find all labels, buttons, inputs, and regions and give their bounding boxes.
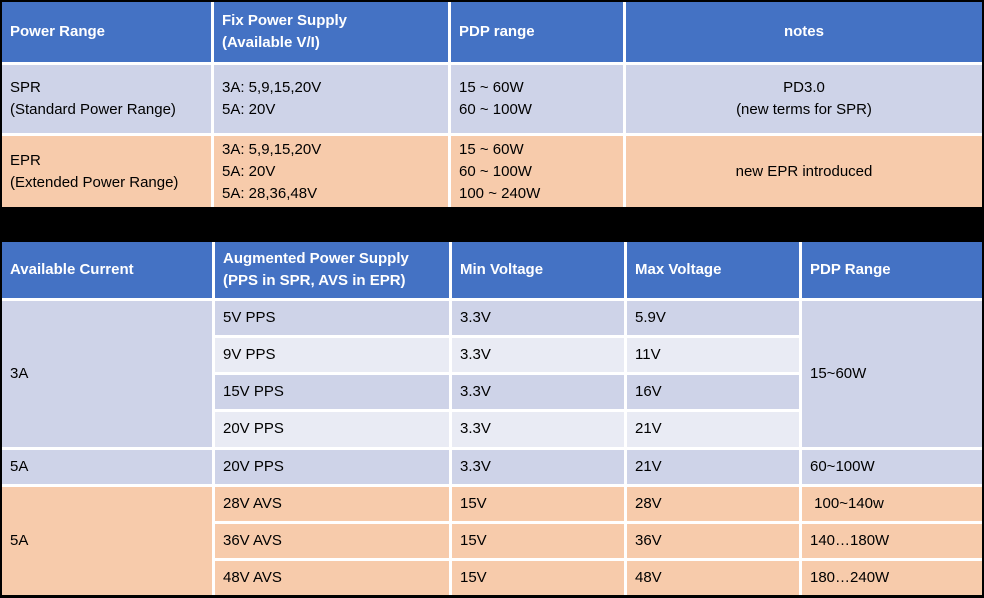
t1-cell-epr-name: EPR (Extended Power Range) bbox=[2, 136, 211, 207]
t2-cell-max-9v: 11V bbox=[627, 338, 799, 373]
t2-cell-max-48v: 48V bbox=[627, 560, 799, 595]
t2-cell-min-36v: 15V bbox=[452, 523, 624, 558]
t2-cell-pdp-15-60w: 15~60W bbox=[802, 301, 982, 447]
t1-cell-spr-supply: 3A: 5,9,15,20V 5A: 20V bbox=[214, 65, 448, 133]
t1-header-power-range: Power Range bbox=[2, 2, 211, 62]
t1-header-notes: notes bbox=[626, 2, 982, 62]
t2-cell-max-5v: 5.9V bbox=[627, 301, 799, 336]
t2-cell-supply-20v-pps-3a: 20V PPS bbox=[215, 412, 449, 447]
t2-cell-current-5a-epr: 5A bbox=[2, 486, 212, 595]
t2-cell-min-5v: 3.3V bbox=[452, 301, 624, 336]
t2-cell-current-3a: 3A bbox=[2, 301, 212, 447]
t2-cell-supply-20v-pps-5a: 20V PPS bbox=[215, 449, 449, 484]
t1-cell-spr-pdp: 15 ~ 60W 60 ~ 100W bbox=[451, 65, 623, 133]
t2-cell-supply-28v-avs: 28V AVS bbox=[215, 486, 449, 521]
t2-cell-min-20v-3a: 3.3V bbox=[452, 412, 624, 447]
t2-cell-max-28v: 28V bbox=[627, 486, 799, 521]
t2-header-augmented-power-supply: Augmented Power Supply (PPS in SPR, AVS … bbox=[215, 242, 449, 298]
t2-cell-supply-9v-pps: 9V PPS bbox=[215, 338, 449, 373]
t1-cell-epr-notes: new EPR introduced bbox=[626, 136, 982, 207]
t2-cell-supply-36v-avs: 36V AVS bbox=[215, 523, 449, 558]
t2-cell-max-15v: 16V bbox=[627, 375, 799, 410]
t2-cell-current-5a-spr: 5A bbox=[2, 449, 212, 484]
t2-cell-supply-48v-avs: 48V AVS bbox=[215, 560, 449, 595]
t2-cell-min-28v: 15V bbox=[452, 486, 624, 521]
t2-cell-supply-15v-pps: 15V PPS bbox=[215, 375, 449, 410]
t2-cell-min-9v: 3.3V bbox=[452, 338, 624, 373]
t2-cell-max-36v: 36V bbox=[627, 523, 799, 558]
t1-cell-spr-name: SPR (Standard Power Range) bbox=[2, 65, 211, 133]
t1-cell-epr-supply: 3A: 5,9,15,20V 5A: 20V 5A: 28,36,48V bbox=[214, 136, 448, 207]
separator-band bbox=[0, 207, 984, 242]
t2-cell-min-15v: 3.3V bbox=[452, 375, 624, 410]
t1-header-fix-power-supply: Fix Power Supply (Available V/I) bbox=[214, 2, 448, 62]
power-range-table: Power Range Fix Power Supply (Available … bbox=[2, 2, 982, 207]
t2-header-pdp-range: PDP Range bbox=[802, 242, 982, 298]
t2-cell-pdp-180-240w: 180…240W bbox=[802, 560, 982, 595]
t2-cell-pdp-100-140w: 100~140w bbox=[802, 486, 982, 521]
t2-cell-pdp-60-100w: 60~100W bbox=[802, 449, 982, 484]
t2-cell-min-20v-5a: 3.3V bbox=[452, 449, 624, 484]
t1-header-pdp-range: PDP range bbox=[451, 2, 623, 62]
t2-header-max-voltage: Max Voltage bbox=[627, 242, 799, 298]
t2-header-available-current: Available Current bbox=[2, 242, 212, 298]
t2-cell-min-48v: 15V bbox=[452, 560, 624, 595]
t2-cell-supply-5v-pps: 5V PPS bbox=[215, 301, 449, 336]
t2-cell-max-20v-3a: 21V bbox=[627, 412, 799, 447]
t1-cell-spr-notes: PD3.0 (new terms for SPR) bbox=[626, 65, 982, 133]
t2-cell-max-20v-5a: 21V bbox=[627, 449, 799, 484]
augmented-supply-table: Available Current Augmented Power Supply… bbox=[2, 242, 982, 595]
t1-cell-epr-pdp: 15 ~ 60W 60 ~ 100W 100 ~ 240W bbox=[451, 136, 623, 207]
t2-header-min-voltage: Min Voltage bbox=[452, 242, 624, 298]
t2-cell-pdp-140-180w: 140…180W bbox=[802, 523, 982, 558]
